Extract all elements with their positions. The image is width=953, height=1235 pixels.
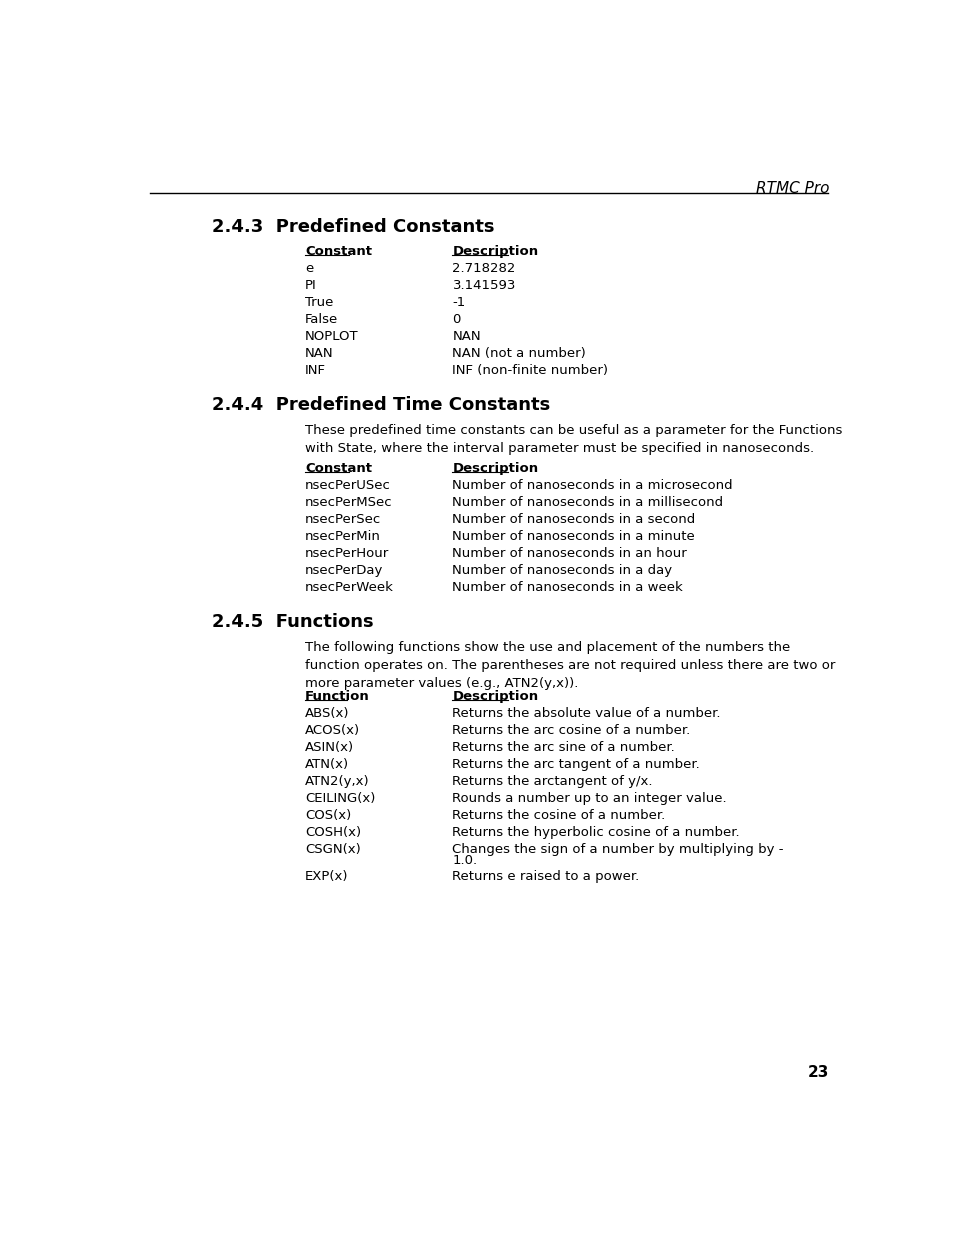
Text: e: e: [305, 262, 314, 275]
Text: 2.4.4  Predefined Time Constants: 2.4.4 Predefined Time Constants: [212, 396, 550, 414]
Text: nsecPerSec: nsecPerSec: [305, 514, 381, 526]
Text: INF: INF: [305, 364, 326, 377]
Text: Returns the absolute value of a number.: Returns the absolute value of a number.: [452, 708, 720, 720]
Text: nsecPerMSec: nsecPerMSec: [305, 496, 393, 509]
Text: Returns the arctangent of y/x.: Returns the arctangent of y/x.: [452, 776, 652, 788]
Text: nsecPerDay: nsecPerDay: [305, 564, 383, 577]
Text: True: True: [305, 296, 334, 309]
Text: ATN2(y,x): ATN2(y,x): [305, 776, 370, 788]
Text: Number of nanoseconds in a microsecond: Number of nanoseconds in a microsecond: [452, 479, 732, 493]
Text: Number of nanoseconds in a minute: Number of nanoseconds in a minute: [452, 530, 695, 543]
Text: EXP(x): EXP(x): [305, 871, 349, 883]
Text: Number of nanoseconds in a week: Number of nanoseconds in a week: [452, 580, 682, 594]
Text: COSH(x): COSH(x): [305, 826, 361, 839]
Text: ASIN(x): ASIN(x): [305, 741, 354, 755]
Text: ATN(x): ATN(x): [305, 758, 349, 771]
Text: Number of nanoseconds in an hour: Number of nanoseconds in an hour: [452, 547, 686, 559]
Text: NAN: NAN: [452, 330, 480, 343]
Text: Returns the arc tangent of a number.: Returns the arc tangent of a number.: [452, 758, 700, 771]
Text: Returns e raised to a power.: Returns e raised to a power.: [452, 871, 639, 883]
Text: Returns the arc cosine of a number.: Returns the arc cosine of a number.: [452, 724, 690, 737]
Text: 2.4.3  Predefined Constants: 2.4.3 Predefined Constants: [212, 217, 495, 236]
Text: nsecPerMin: nsecPerMin: [305, 530, 381, 543]
Text: Function: Function: [305, 690, 370, 703]
Text: Rounds a number up to an integer value.: Rounds a number up to an integer value.: [452, 792, 726, 805]
Text: Number of nanoseconds in a millisecond: Number of nanoseconds in a millisecond: [452, 496, 723, 509]
Text: Changes the sign of a number by multiplying by -: Changes the sign of a number by multiply…: [452, 842, 783, 856]
Text: 0: 0: [452, 312, 460, 326]
Text: Returns the cosine of a number.: Returns the cosine of a number.: [452, 809, 665, 821]
Text: Number of nanoseconds in a day: Number of nanoseconds in a day: [452, 564, 672, 577]
Text: These predefined time constants can be useful as a parameter for the Functions
w: These predefined time constants can be u…: [305, 424, 841, 454]
Text: -1: -1: [452, 296, 465, 309]
Text: nsecPerUSec: nsecPerUSec: [305, 479, 391, 493]
Text: nsecPerHour: nsecPerHour: [305, 547, 389, 559]
Text: CEILING(x): CEILING(x): [305, 792, 375, 805]
Text: COS(x): COS(x): [305, 809, 351, 821]
Text: False: False: [305, 312, 338, 326]
Text: RTMC Pro: RTMC Pro: [755, 180, 828, 195]
Text: 23: 23: [807, 1065, 828, 1079]
Text: Constant: Constant: [305, 462, 372, 475]
Text: 2.4.5  Functions: 2.4.5 Functions: [212, 614, 374, 631]
Text: ACOS(x): ACOS(x): [305, 724, 360, 737]
Text: Description: Description: [452, 690, 538, 703]
Text: INF (non-finite number): INF (non-finite number): [452, 364, 608, 377]
Text: 2.718282: 2.718282: [452, 262, 516, 275]
Text: Returns the arc sine of a number.: Returns the arc sine of a number.: [452, 741, 675, 755]
Text: 3.141593: 3.141593: [452, 279, 516, 293]
Text: ABS(x): ABS(x): [305, 708, 350, 720]
Text: Returns the hyperbolic cosine of a number.: Returns the hyperbolic cosine of a numbe…: [452, 826, 740, 839]
Text: CSGN(x): CSGN(x): [305, 842, 360, 856]
Text: PI: PI: [305, 279, 316, 293]
Text: NAN (not a number): NAN (not a number): [452, 347, 586, 359]
Text: Number of nanoseconds in a second: Number of nanoseconds in a second: [452, 514, 695, 526]
Text: Constant: Constant: [305, 246, 372, 258]
Text: nsecPerWeek: nsecPerWeek: [305, 580, 394, 594]
Text: The following functions show the use and placement of the numbers the
function o: The following functions show the use and…: [305, 641, 835, 690]
Text: Description: Description: [452, 246, 538, 258]
Text: NAN: NAN: [305, 347, 334, 359]
Text: 1.0.: 1.0.: [452, 853, 477, 867]
Text: NOPLOT: NOPLOT: [305, 330, 358, 343]
Text: Description: Description: [452, 462, 538, 475]
